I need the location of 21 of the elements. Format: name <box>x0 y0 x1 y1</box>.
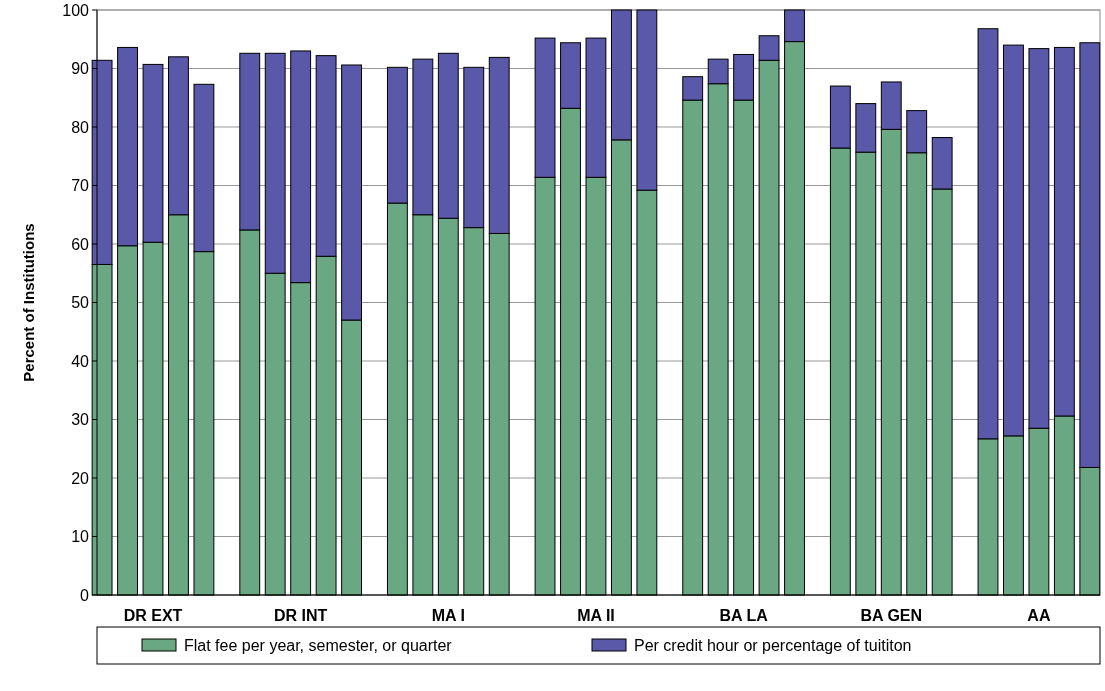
x-tick-label: AA <box>1027 607 1051 624</box>
y-tick-label: 60 <box>71 235 90 253</box>
x-tick-label: BA LA <box>719 607 769 624</box>
y-tick-label: 80 <box>71 118 90 136</box>
y-tick-label: 100 <box>62 1 90 19</box>
y-tick-label: 50 <box>71 294 90 312</box>
y-tick-label: 0 <box>80 586 90 604</box>
x-tick-label: DR INT <box>273 607 328 624</box>
legend-label: Flat fee per year, semester, or quarter <box>184 636 453 654</box>
y-tick-label: 70 <box>71 177 90 195</box>
x-tick-label: MA I <box>431 607 465 624</box>
y-tick-label: 90 <box>71 60 90 78</box>
x-tick-label: DR EXT <box>123 607 183 624</box>
y-tick-label: 20 <box>71 469 90 487</box>
legend-label: Per credit hour or percentage of tuititon <box>634 636 912 654</box>
y-tick-label: 40 <box>71 352 90 370</box>
x-tick-label: MA II <box>577 607 615 624</box>
y-tick-label: 30 <box>71 411 90 429</box>
y-tick-label: 10 <box>71 528 90 546</box>
y-axis-title: Percent of Institutions <box>20 223 37 382</box>
x-tick-label: BA GEN <box>860 607 923 624</box>
